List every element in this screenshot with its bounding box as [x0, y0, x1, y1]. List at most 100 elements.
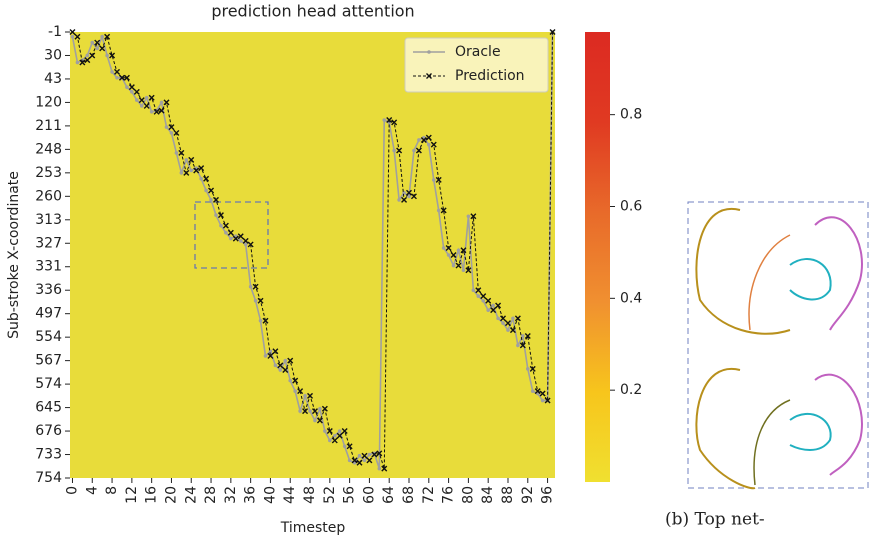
oracle-marker: [303, 394, 307, 398]
sketch-stroke: [748, 234, 791, 331]
prediction-marker: [232, 235, 239, 242]
prediction-marker: [198, 165, 205, 172]
x-tick-label: 52: [322, 486, 338, 504]
oracle-marker: [427, 142, 431, 147]
oracle-marker: [288, 378, 293, 383]
prediction-marker: [386, 117, 393, 124]
y-tick-label: 211: [35, 118, 62, 134]
prediction-marker: [366, 457, 373, 464]
oracle-marker: [530, 389, 535, 393]
oracle-marker: [525, 367, 530, 371]
x-tick-label: 56: [342, 486, 358, 504]
oracle-marker: [293, 389, 297, 393]
prediction-marker: [173, 129, 180, 136]
prediction-marker: [495, 302, 502, 309]
oracle-marker: [144, 95, 149, 100]
y-axis-label: Sub-stroke X-coordinate: [6, 171, 22, 339]
y-tick-label: 497: [35, 306, 62, 322]
colorbar-tick-label: 0.6: [620, 198, 642, 214]
oracle-marker: [258, 318, 263, 323]
prediction-marker: [143, 102, 150, 109]
prediction-marker: [450, 252, 457, 258]
oracle-marker: [362, 458, 367, 463]
oracle-marker: [238, 239, 243, 243]
x-tick-label: 84: [480, 486, 496, 504]
oracle-marker: [125, 85, 129, 89]
x-tick-label: 92: [520, 486, 536, 504]
oracle-marker: [451, 263, 456, 268]
oracle-marker: [70, 34, 75, 39]
prediction-marker: [227, 229, 234, 236]
chart-title: prediction head attention: [211, 2, 414, 21]
prediction-marker: [79, 59, 86, 66]
y-tick-label: 645: [35, 400, 62, 416]
prediction-marker: [213, 196, 219, 203]
prediction-marker: [237, 233, 244, 240]
oracle-marker: [382, 118, 387, 122]
sketch-stroke: [814, 373, 863, 476]
y-tick-label: 754: [35, 470, 62, 486]
oracle-marker: [263, 354, 268, 358]
oracle-marker: [407, 194, 411, 199]
prediction-marker: [331, 437, 338, 444]
prediction-marker: [341, 428, 348, 435]
oracle-marker: [313, 418, 317, 423]
y-tick-label: 336: [35, 282, 62, 298]
oracle-marker: [412, 148, 416, 153]
oracle-marker: [466, 214, 471, 219]
oracle-marker: [184, 158, 189, 162]
legend-marker: [426, 73, 432, 79]
oracle-marker: [204, 188, 208, 193]
panel-frame: [687, 201, 869, 489]
oracle-marker: [521, 334, 525, 338]
prediction-marker: [282, 367, 289, 374]
oracle-marker: [441, 246, 446, 250]
x-tick-label: 12: [124, 486, 140, 504]
x-tick-label: 32: [223, 486, 239, 504]
oracle-marker: [332, 433, 337, 438]
prediction-marker: [247, 241, 254, 248]
prediction-marker: [74, 33, 81, 40]
oracle-marker: [456, 248, 461, 253]
oracle-marker: [115, 75, 119, 80]
x-tick-label: 60: [361, 486, 377, 504]
x-tick-label: 20: [163, 486, 179, 504]
prediction-marker: [114, 68, 121, 75]
colorbar-tick-label: 0.4: [620, 290, 642, 306]
oracle-marker: [308, 409, 312, 413]
prediction-marker: [163, 99, 170, 106]
x-tick-label: 76: [441, 486, 457, 504]
prediction-marker: [128, 84, 135, 91]
prediction-marker: [94, 39, 101, 46]
oracle-marker: [169, 131, 174, 135]
y-tick-label: 253: [35, 165, 62, 181]
oracle-marker: [95, 46, 100, 51]
prediction-marker: [420, 136, 427, 143]
sketch-stroke: [789, 258, 832, 301]
prediction-marker: [123, 74, 130, 81]
oracle-marker: [75, 60, 80, 65]
x-tick-label: 0: [64, 486, 80, 495]
oracle-marker: [431, 178, 436, 182]
oracle-marker: [506, 328, 510, 332]
prediction-marker: [539, 390, 546, 397]
oracle-marker: [85, 53, 90, 58]
oracle-marker: [189, 168, 194, 173]
prediction-marker: [217, 212, 224, 219]
oracle-marker: [377, 466, 382, 471]
oracle-marker: [496, 316, 500, 321]
prediction-marker: [410, 193, 417, 200]
prediction-marker: [104, 33, 111, 40]
prediction-marker: [480, 293, 487, 300]
oracle-marker: [90, 40, 95, 45]
y-tick-label: 30: [44, 47, 62, 63]
prediction-marker: [262, 317, 269, 324]
oracle-marker: [337, 429, 342, 433]
oracle-marker: [130, 90, 134, 94]
prediction-marker: [440, 207, 447, 214]
prediction-marker: [153, 108, 160, 115]
prediction-marker: [267, 352, 274, 359]
prediction-marker: [89, 52, 96, 59]
oracle-marker: [392, 148, 396, 153]
